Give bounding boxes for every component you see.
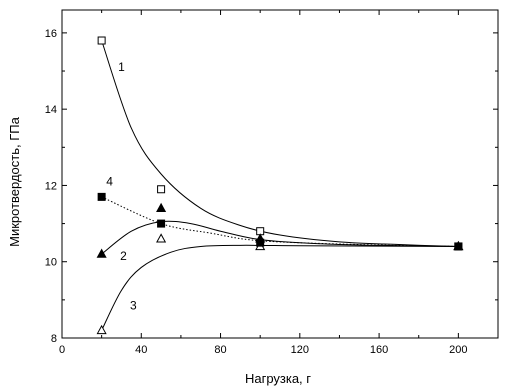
x-axis-title: Нагрузка, г [245, 371, 311, 386]
x-tick-label: 200 [449, 344, 467, 356]
curve-label-4: 4 [106, 174, 113, 188]
y-tick-label: 10 [45, 257, 57, 269]
marker-series-1 [157, 185, 166, 194]
fit-curve-4 [101, 196, 459, 247]
marker-series-3 [156, 233, 167, 243]
marker-series-4 [157, 219, 166, 228]
marker-series-4 [97, 192, 106, 201]
fit-curve-3 [101, 244, 459, 331]
x-tick-label: 120 [291, 344, 309, 356]
x-tick-label: 0 [59, 344, 65, 356]
plot-frame [61, 9, 499, 339]
curve-labels: 1 2 3 4 [106, 60, 137, 312]
data-markers [96, 36, 464, 335]
fit-curves [101, 40, 459, 331]
y-axis-title: Микротвердость, ГПа [7, 116, 22, 246]
marker-series-2 [156, 202, 167, 213]
fit-curve-2 [101, 220, 459, 255]
x-tick-label: 160 [370, 344, 388, 356]
x-tick-label: 80 [214, 344, 226, 356]
marker-series-1 [97, 36, 106, 45]
curve-label-2: 2 [120, 249, 127, 263]
curve-label-3: 3 [130, 298, 137, 312]
y-tick-label: 12 [45, 180, 57, 192]
curve-label-1: 1 [118, 60, 125, 74]
marker-series-4 [454, 242, 463, 251]
marker-series-2 [96, 248, 107, 258]
plot-border [61, 9, 499, 339]
fit-curve-1 [101, 40, 459, 247]
marker-series-4 [256, 238, 265, 247]
marker-series-3 [96, 324, 107, 335]
y-tick-label: 14 [45, 104, 57, 116]
y-tick-label: 8 [51, 333, 57, 345]
x-tick-label: 40 [135, 344, 147, 356]
y-tick-label: 16 [45, 28, 57, 40]
